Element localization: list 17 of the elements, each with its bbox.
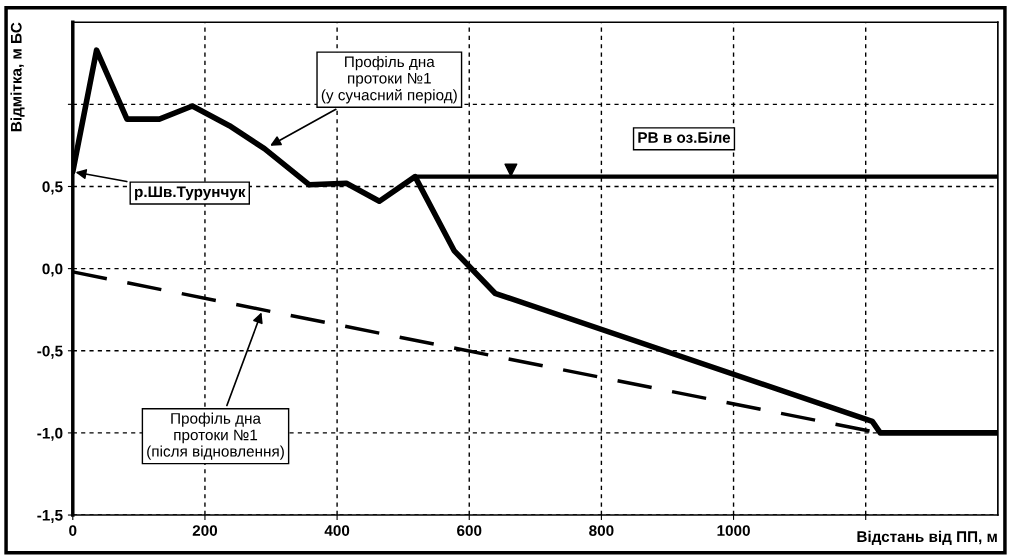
y-axis-title: Відмітка, м БС: [10, 22, 25, 132]
x-tick-label: 600: [457, 525, 482, 536]
x-tick-label: 1000: [717, 525, 750, 536]
x-axis-title: Відстань від ПП, м: [857, 530, 997, 545]
x-tick-label: 200: [192, 525, 218, 536]
x-tick-label: 0: [69, 525, 77, 536]
annotation: р.Шв.Турунчук: [135, 186, 246, 201]
x-tick-label: 400: [324, 525, 350, 536]
y-tick-label: -0,5: [37, 345, 63, 359]
y-tick-label: -1,0: [37, 427, 63, 441]
y-tick-label: 0,0: [42, 263, 63, 277]
annotation: Профіль дна протоки №1 (після відновлення): [147, 412, 284, 460]
y-tick-label: -1,5: [37, 510, 63, 523]
x-tick-label: 800: [589, 525, 614, 536]
annotation: Профіль дна протоки №1 (у сучасний період): [321, 55, 457, 104]
y-tick-label: 0,5: [42, 181, 63, 195]
annotation: РВ в оз.Біле: [638, 131, 731, 143]
